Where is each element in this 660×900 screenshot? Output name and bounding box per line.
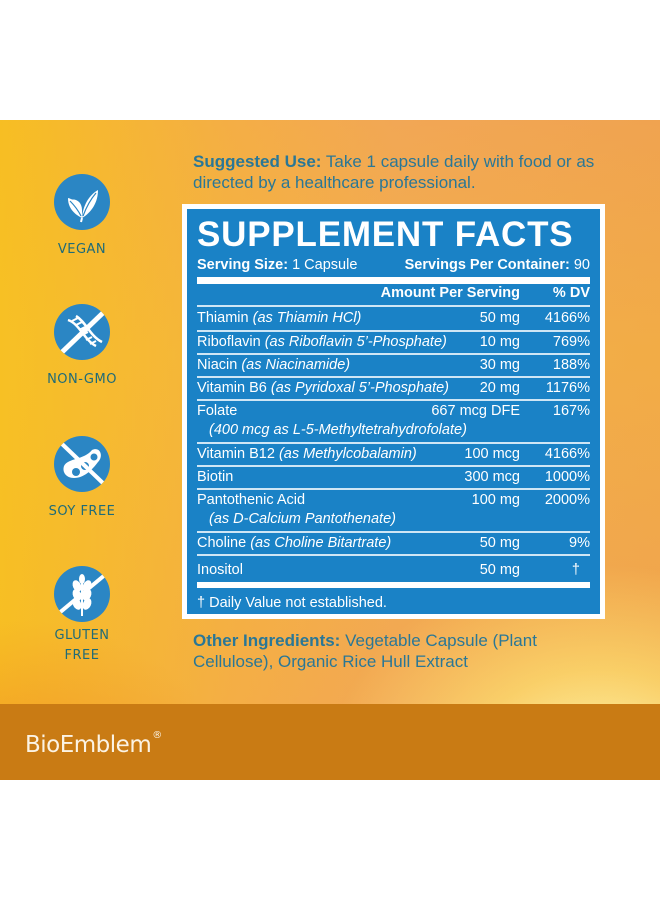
nutrient-source: (as Riboflavin 5’-Phosphate) bbox=[264, 334, 447, 350]
registered-mark: ® bbox=[152, 730, 162, 741]
dna-crossed-icon bbox=[54, 304, 110, 360]
brand-logo: BioEmblem® bbox=[25, 730, 162, 758]
nutrient-dv: 1176% bbox=[545, 380, 590, 396]
wheat-crossed-icon bbox=[54, 566, 110, 622]
nutrient-name: Folate bbox=[197, 403, 238, 419]
nutrient-name: Pantothenic Acid bbox=[197, 492, 306, 508]
divider bbox=[197, 305, 590, 307]
suggested-use-label: Suggested Use: bbox=[193, 152, 322, 171]
soybean-crossed-icon bbox=[54, 436, 110, 492]
suggested-use: Suggested Use: Take 1 capsule daily with… bbox=[193, 151, 613, 193]
serving-info: Serving Size: 1 Capsule Servings Per Con… bbox=[197, 257, 590, 273]
nutrient-amount: 50 mg bbox=[479, 535, 520, 551]
nutrient-row: Riboflavin (as Riboflavin 5’-Phosphate) … bbox=[197, 333, 590, 352]
nutrient-row: Vitamin B6 (as Pyridoxal 5’-Phosphate) 2… bbox=[197, 379, 590, 398]
servings-per-container-label: Servings Per Container: bbox=[404, 257, 570, 273]
nutrient-name: Thiamin bbox=[197, 310, 249, 326]
divider bbox=[197, 442, 590, 444]
nutrient-source: (as Choline Bitartrate) bbox=[250, 535, 392, 551]
nutrient-row: Pantothenic Acid (as D-Calcium Pantothen… bbox=[197, 491, 590, 529]
divider bbox=[197, 399, 590, 401]
brand-name: BioEmblem bbox=[25, 732, 152, 758]
nutrient-name: Biotin bbox=[197, 469, 234, 485]
footer-band bbox=[0, 704, 660, 780]
nutrient-row: Vitamin B12 (as Methylcobalamin) 100 mcg… bbox=[197, 445, 590, 464]
serving-size-value: 1 Capsule bbox=[288, 257, 358, 273]
nutrient-amount: 30 mg bbox=[479, 357, 520, 373]
nutrient-source: (as Niacinamide) bbox=[241, 357, 351, 373]
nutrient-amount: 10 mg bbox=[479, 334, 520, 350]
leaf-icon bbox=[54, 174, 110, 230]
nutrient-dv: 9% bbox=[569, 535, 590, 551]
header-amount: Amount Per Serving bbox=[380, 285, 520, 301]
supplement-facts-panel: SUPPLEMENT FACTS Serving Size: 1 Capsule… bbox=[182, 204, 605, 619]
badge-label-line1: GLUTEN bbox=[54, 628, 110, 643]
divider bbox=[197, 376, 590, 378]
nutrient-dv: 4166% bbox=[544, 446, 590, 462]
nutrient-dv: 4166% bbox=[544, 310, 590, 326]
nutrient-row: Choline (as Choline Bitartrate) 50 mg 9% bbox=[197, 534, 590, 553]
nutrient-dv: † bbox=[571, 562, 580, 578]
nutrient-amount: 50 mg bbox=[479, 310, 520, 326]
nutrient-name: Riboflavin bbox=[197, 334, 261, 350]
nutrient-row: Inositol 50 mg † bbox=[197, 561, 590, 580]
nutrient-amount: 300 mcg bbox=[464, 469, 520, 485]
nutrient-name: Niacin bbox=[197, 357, 238, 373]
nutrient-row: Niacin (as Niacinamide) 30 mg 188% bbox=[197, 356, 590, 375]
nutrient-row: Folate (400 mcg as L-5-Methyltetrahydrof… bbox=[197, 402, 590, 440]
nutrient-dv: 1000% bbox=[544, 469, 590, 485]
nutrient-row: Biotin 300 mcg 1000% bbox=[197, 468, 590, 487]
divider bbox=[197, 554, 590, 556]
divider bbox=[197, 488, 590, 490]
nutrient-amount: 100 mg bbox=[471, 492, 520, 508]
badge-label: SOY FREE bbox=[48, 504, 116, 519]
other-ingredients: Other Ingredients: Vegetable Capsule (Pl… bbox=[193, 630, 613, 672]
nutrient-name: Inositol bbox=[197, 562, 243, 578]
badge-label-line2: FREE bbox=[64, 648, 100, 663]
nutrient-source: (as Thiamin HCl) bbox=[252, 310, 362, 326]
other-ingredients-text: Vegetable Capsule (Plant Cellulose), Org… bbox=[193, 631, 537, 671]
nutrient-source: (as Methylcobalamin) bbox=[278, 446, 417, 462]
nutrient-source: (as Pyridoxal 5’-Phosphate) bbox=[270, 380, 450, 396]
nutrient-name: Vitamin B12 bbox=[197, 446, 275, 462]
divider bbox=[197, 330, 590, 332]
supplement-facts-title: SUPPLEMENT FACTS bbox=[197, 215, 574, 254]
divider-thick bbox=[197, 277, 590, 284]
nutrient-source: (400 mcg as L-5-Methyltetrahydrofolate) bbox=[209, 422, 467, 438]
nutrient-amount: 20 mg bbox=[479, 380, 520, 396]
nutrient-dv: 2000% bbox=[544, 492, 590, 508]
nutrient-source: (as D-Calcium Pantothenate) bbox=[209, 511, 396, 527]
nutrient-dv: 769% bbox=[552, 334, 590, 350]
divider bbox=[197, 531, 590, 533]
nutrient-row: Thiamin (as Thiamin HCl) 50 mg 4166% bbox=[197, 309, 590, 328]
header-dv: % DV bbox=[552, 285, 590, 301]
other-ingredients-label: Other Ingredients: bbox=[193, 631, 341, 650]
nutrient-name: Vitamin B6 bbox=[197, 380, 267, 396]
nutrient-amount: 100 mcg bbox=[464, 446, 520, 462]
badge-label: NON-GMO bbox=[47, 372, 117, 387]
divider-thick bbox=[197, 582, 590, 588]
servings-per-container-value: 90 bbox=[569, 257, 590, 273]
nutrient-amount: 50 mg bbox=[479, 562, 520, 578]
nutrient-dv: 167% bbox=[552, 403, 590, 419]
nutrient-dv: 188% bbox=[552, 357, 590, 373]
divider bbox=[197, 353, 590, 355]
nutrient-amount: 667 mcg DFE bbox=[431, 403, 520, 419]
suggested-use-text: Take 1 capsule daily with food or as dir… bbox=[193, 152, 595, 192]
footnote: † Daily Value not established. bbox=[197, 595, 387, 611]
divider bbox=[197, 465, 590, 467]
badge-label: VEGAN bbox=[57, 242, 107, 257]
serving-size-label: Serving Size: bbox=[197, 257, 289, 273]
nutrient-name: Choline bbox=[197, 535, 247, 551]
